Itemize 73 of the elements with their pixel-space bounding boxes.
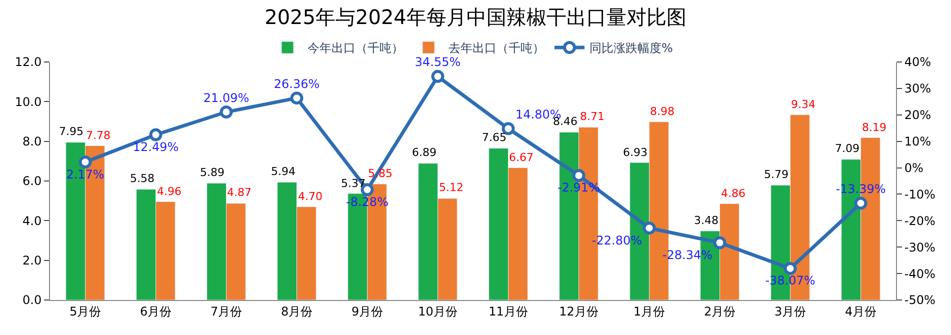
point	[854, 196, 868, 210]
legend-label: 今年出口（千吨）	[308, 41, 404, 56]
x-tick-label: 7月份	[210, 304, 242, 318]
data-label: 7.78	[86, 129, 110, 142]
x-tick-label: 3月份	[774, 304, 806, 318]
data-label: 12.49%	[132, 140, 179, 154]
data-label: 2.17%	[66, 167, 104, 182]
legend-label: 去年出口（千吨）	[448, 41, 544, 56]
point	[713, 236, 726, 250]
data-label: 3.48	[694, 214, 718, 227]
data-label: 8.19	[862, 121, 886, 134]
data-label: 8.98	[650, 105, 674, 118]
x-tick-label: 1月份	[633, 304, 666, 318]
y-tick-label: 10.0	[14, 94, 42, 109]
legend-label: 同比涨跌幅度%	[590, 41, 673, 56]
x-tick-label: 8月份	[280, 304, 313, 318]
x-tick-label: 4月份	[844, 304, 877, 318]
point	[149, 128, 162, 142]
y2-tick-label: -50%	[904, 293, 936, 308]
y-tick-label: 8.0	[22, 134, 42, 149]
data-label: 5.94	[271, 165, 296, 178]
y-tick-label: 4.0	[22, 214, 42, 228]
x-tick-label: 6月份	[140, 304, 172, 318]
data-label: -8.28%	[346, 194, 388, 209]
x-tick-label: 10月份	[418, 304, 458, 318]
y2-tick-label: 40%	[904, 55, 932, 70]
y2-tick-label: 30%	[904, 82, 932, 96]
data-label: 6.89	[412, 146, 436, 159]
data-label: 5.89	[200, 166, 224, 179]
data-label: 8.71	[580, 110, 604, 123]
data-label: 7.09	[835, 142, 860, 155]
point	[290, 92, 304, 105]
chart-title: 2025年与2024年每月中国辣椒干出口量对比图	[264, 5, 686, 30]
data-label: -2.91%	[558, 180, 600, 195]
x-tick-label: 11月份	[488, 304, 528, 318]
y2-tick-label: 20%	[904, 108, 932, 122]
data-label: 4.87	[227, 186, 252, 199]
data-label: 5.12	[439, 181, 464, 194]
y-tick-label: 2.0	[22, 254, 42, 268]
point	[642, 222, 656, 235]
point	[572, 168, 586, 182]
data-label: 7.65	[482, 131, 506, 144]
y2-tick-label: -40%	[904, 266, 936, 281]
y-tick-label: 12.0	[14, 55, 42, 70]
data-label: 7.95	[59, 125, 84, 138]
data-label: 6.93	[623, 146, 648, 159]
x-tick-label: 9月份	[351, 304, 384, 318]
point	[78, 156, 92, 169]
point	[220, 106, 233, 119]
y2-tick-label: -30%	[904, 240, 936, 254]
point	[431, 70, 444, 83]
data-label: 5.79	[764, 168, 788, 181]
data-label: 34.55%	[414, 55, 461, 70]
x-tick-label: 2月份	[704, 304, 736, 318]
point	[784, 262, 797, 275]
y-tick-label: 6.0	[22, 174, 42, 188]
data-label: 4.86	[721, 187, 746, 200]
x-tick-label: 5月份	[69, 304, 102, 318]
data-label: 26.36%	[274, 76, 320, 91]
y-tick-label: 0.0	[22, 293, 42, 308]
data-label: 21.09%	[203, 90, 250, 105]
data-label: -38.07%	[765, 274, 816, 288]
data-label: -13.39%	[836, 182, 886, 196]
data-label: 6.67	[509, 151, 534, 164]
y2-tick-label: 0%	[904, 160, 924, 175]
data-label: 9.34	[791, 98, 816, 111]
data-label: 4.96	[157, 185, 182, 198]
data-label: 4.70	[298, 190, 322, 203]
y2-tick-label: -10%	[904, 187, 936, 202]
y2-tick-label: 10%	[904, 134, 932, 149]
y2-tick-label: -20%	[904, 214, 936, 228]
x-tick-label: 12月份	[559, 304, 598, 318]
data-label: 5.58	[130, 172, 154, 185]
